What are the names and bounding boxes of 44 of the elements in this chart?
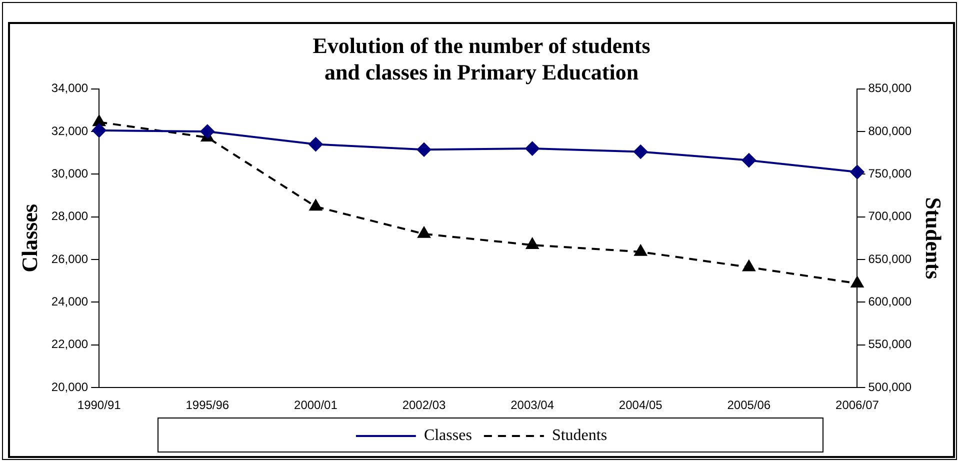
x-tick-label: 2002/03 bbox=[402, 398, 446, 412]
point bbox=[851, 276, 864, 288]
point bbox=[742, 153, 756, 168]
x-tick-label: 2004/05 bbox=[618, 398, 663, 412]
x-tick-label: 2000/01 bbox=[294, 398, 338, 412]
point bbox=[92, 115, 106, 126]
y2-tick-label: 800,000 bbox=[868, 124, 912, 138]
point bbox=[634, 244, 647, 256]
y-tick-label: 34,000 bbox=[51, 81, 88, 96]
y-tick-label: 24,000 bbox=[51, 294, 88, 309]
point bbox=[525, 142, 540, 156]
legend-label: Classes bbox=[424, 427, 472, 444]
y2-tick-label: 700,000 bbox=[868, 209, 912, 224]
y2-tick-label: 850,000 bbox=[868, 81, 912, 96]
y2-tick-label: 500,000 bbox=[868, 380, 912, 394]
point bbox=[200, 124, 214, 138]
x-tick-label: 2003/04 bbox=[510, 398, 554, 412]
y2-tick-label: 550,000 bbox=[868, 337, 912, 352]
y-tick-label: 22,000 bbox=[51, 337, 88, 352]
point bbox=[310, 200, 322, 211]
y-tick-label: 30,000 bbox=[51, 166, 88, 180]
point bbox=[418, 226, 430, 238]
y-axis-title: Classes bbox=[16, 204, 42, 272]
point bbox=[92, 123, 106, 138]
y2-tick-label: 600,000 bbox=[868, 294, 912, 309]
y-tick-label: 20,000 bbox=[51, 380, 88, 394]
point bbox=[850, 165, 864, 180]
y-tick-label: 26,000 bbox=[51, 252, 88, 266]
x-tick-label: 1990/91 bbox=[77, 398, 122, 412]
y2-tick-label: 650,000 bbox=[868, 252, 912, 266]
point bbox=[742, 260, 756, 272]
point bbox=[634, 144, 648, 159]
y-tick-label: 32,000 bbox=[51, 124, 88, 138]
point bbox=[526, 238, 539, 250]
y2-tick-label: 750,000 bbox=[868, 166, 912, 180]
point bbox=[308, 137, 323, 152]
chart-title: Evolution of the number of students and classes in Primary Education bbox=[312, 32, 651, 84]
x-tick-label: 2006/07 bbox=[836, 398, 880, 412]
x-tick-label: 1995/96 bbox=[186, 398, 230, 412]
x-tick-label: 2005/06 bbox=[727, 398, 771, 412]
y-tick-label: 28,000 bbox=[51, 209, 88, 224]
point bbox=[417, 142, 432, 157]
legend-label: Students bbox=[552, 427, 608, 444]
y2-axis-title: Students bbox=[921, 197, 946, 280]
